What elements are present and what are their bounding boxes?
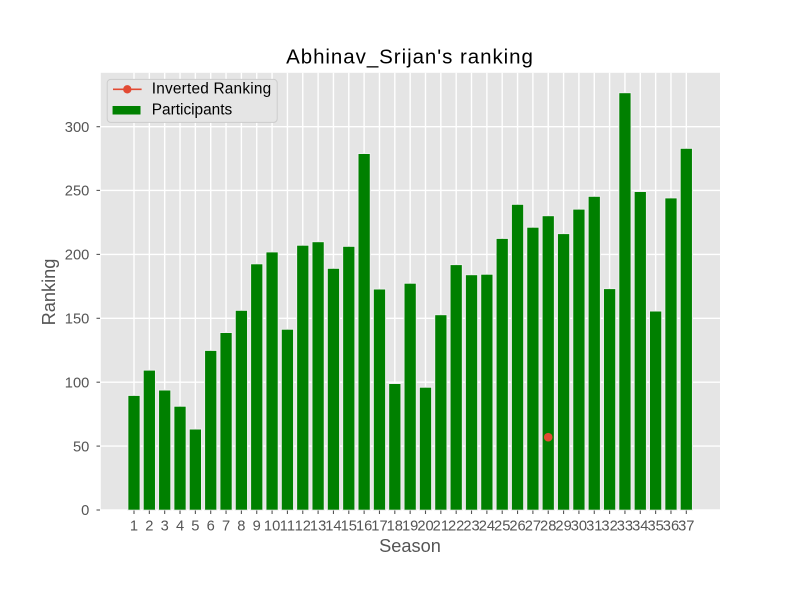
svg-text:18: 18 xyxy=(387,519,403,535)
svg-text:150: 150 xyxy=(65,312,90,328)
svg-text:17: 17 xyxy=(371,519,387,535)
svg-text:250: 250 xyxy=(65,184,90,200)
svg-text:23: 23 xyxy=(463,519,479,535)
svg-text:16: 16 xyxy=(356,519,372,535)
svg-text:300: 300 xyxy=(65,120,90,136)
svg-text:30: 30 xyxy=(571,519,587,535)
svg-text:Ranking: Ranking xyxy=(39,259,59,326)
svg-text:24: 24 xyxy=(479,519,495,535)
svg-text:4: 4 xyxy=(176,519,184,535)
svg-text:29: 29 xyxy=(555,519,571,535)
svg-text:1: 1 xyxy=(130,519,138,535)
svg-text:15: 15 xyxy=(341,519,357,535)
svg-text:6: 6 xyxy=(207,519,215,535)
svg-text:33: 33 xyxy=(617,519,633,535)
svg-text:2: 2 xyxy=(145,519,153,535)
svg-text:Participants: Participants xyxy=(152,101,233,118)
svg-text:11: 11 xyxy=(280,519,295,535)
svg-text:27: 27 xyxy=(525,519,541,535)
svg-text:Inverted Ranking: Inverted Ranking xyxy=(152,80,272,97)
svg-text:Abhinav_Srijan's ranking: Abhinav_Srijan's ranking xyxy=(286,46,534,69)
svg-text:22: 22 xyxy=(448,519,464,535)
svg-text:12: 12 xyxy=(295,519,311,535)
svg-text:3: 3 xyxy=(161,519,169,535)
svg-text:10: 10 xyxy=(264,519,280,535)
svg-text:21: 21 xyxy=(433,519,449,535)
svg-text:19: 19 xyxy=(402,519,418,535)
svg-text:37: 37 xyxy=(678,519,694,535)
svg-text:14: 14 xyxy=(325,519,341,535)
svg-text:8: 8 xyxy=(237,519,245,535)
svg-text:0: 0 xyxy=(81,503,89,519)
svg-text:Season: Season xyxy=(379,536,441,556)
svg-text:20: 20 xyxy=(417,519,433,535)
svg-text:32: 32 xyxy=(601,519,617,535)
svg-text:5: 5 xyxy=(191,519,199,535)
svg-text:9: 9 xyxy=(253,519,261,535)
svg-text:25: 25 xyxy=(494,519,510,535)
svg-text:100: 100 xyxy=(65,375,90,391)
svg-text:13: 13 xyxy=(310,519,326,535)
svg-text:31: 31 xyxy=(586,519,602,535)
svg-text:35: 35 xyxy=(647,519,663,535)
svg-text:34: 34 xyxy=(632,519,648,535)
svg-text:36: 36 xyxy=(663,519,679,535)
svg-text:200: 200 xyxy=(65,248,90,264)
svg-text:28: 28 xyxy=(540,519,556,535)
svg-text:26: 26 xyxy=(509,519,525,535)
svg-text:7: 7 xyxy=(222,519,230,535)
svg-text:50: 50 xyxy=(73,439,89,455)
